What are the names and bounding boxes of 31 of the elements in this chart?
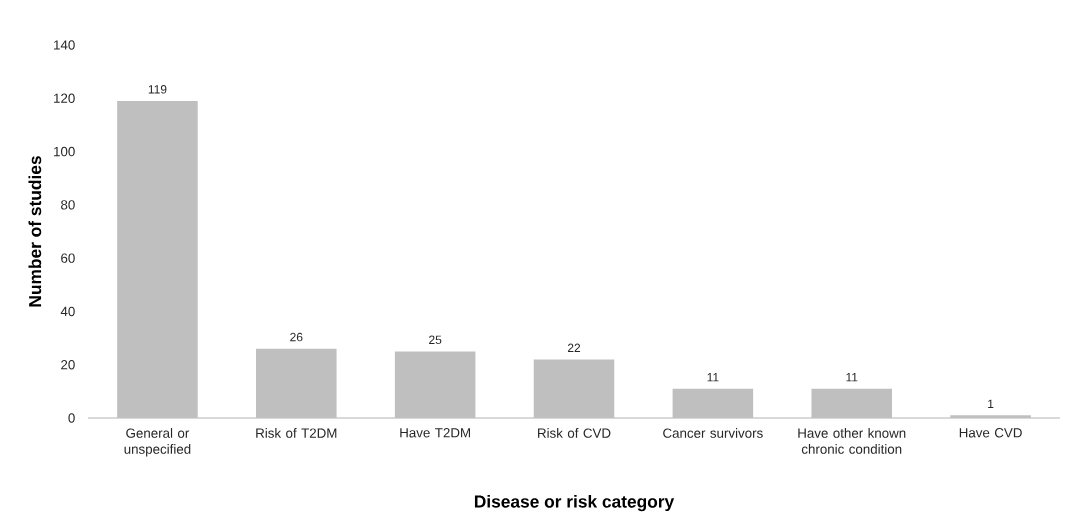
x-tick-label: Have other known chronic condition bbox=[798, 428, 906, 454]
bar bbox=[950, 415, 1031, 418]
x-tick-label: Have CVD bbox=[959, 428, 1022, 438]
bar bbox=[533, 359, 615, 418]
y-tick-label: 120 bbox=[54, 93, 75, 103]
y-tick-label: 40 bbox=[60, 306, 75, 317]
data-label: 26 bbox=[290, 332, 303, 342]
x-tick-label: General or unspecified bbox=[124, 428, 191, 457]
data-label: 25 bbox=[429, 335, 442, 345]
bar bbox=[811, 388, 892, 418]
x-tick-label: Risk of CVD bbox=[538, 428, 611, 438]
data-label: 22 bbox=[567, 343, 581, 353]
data-label: 1 bbox=[988, 399, 994, 408]
y-tick-label: 100 bbox=[54, 146, 75, 157]
bar bbox=[256, 348, 337, 418]
bar bbox=[394, 351, 476, 418]
y-tick-label: 80 bbox=[61, 200, 75, 210]
y-tick-label: 140 bbox=[54, 40, 75, 50]
y-axis-title: Number of studies bbox=[28, 156, 42, 307]
y-tick-label: 60 bbox=[61, 253, 75, 263]
x-tick-label: Risk of T2DM bbox=[256, 428, 337, 438]
x-axis-title: Disease or risk category bbox=[474, 494, 675, 512]
data-label: 11 bbox=[846, 373, 858, 382]
y-tick-label: 20 bbox=[61, 360, 75, 370]
y-tick-label: 0 bbox=[68, 413, 75, 423]
bar bbox=[117, 100, 198, 418]
data-label: 119 bbox=[148, 85, 167, 94]
x-tick-label: Have T2DM bbox=[400, 428, 470, 438]
x-tick-label: Cancer survivors bbox=[663, 428, 763, 438]
bar bbox=[672, 388, 754, 418]
data-label: 11 bbox=[707, 373, 719, 382]
